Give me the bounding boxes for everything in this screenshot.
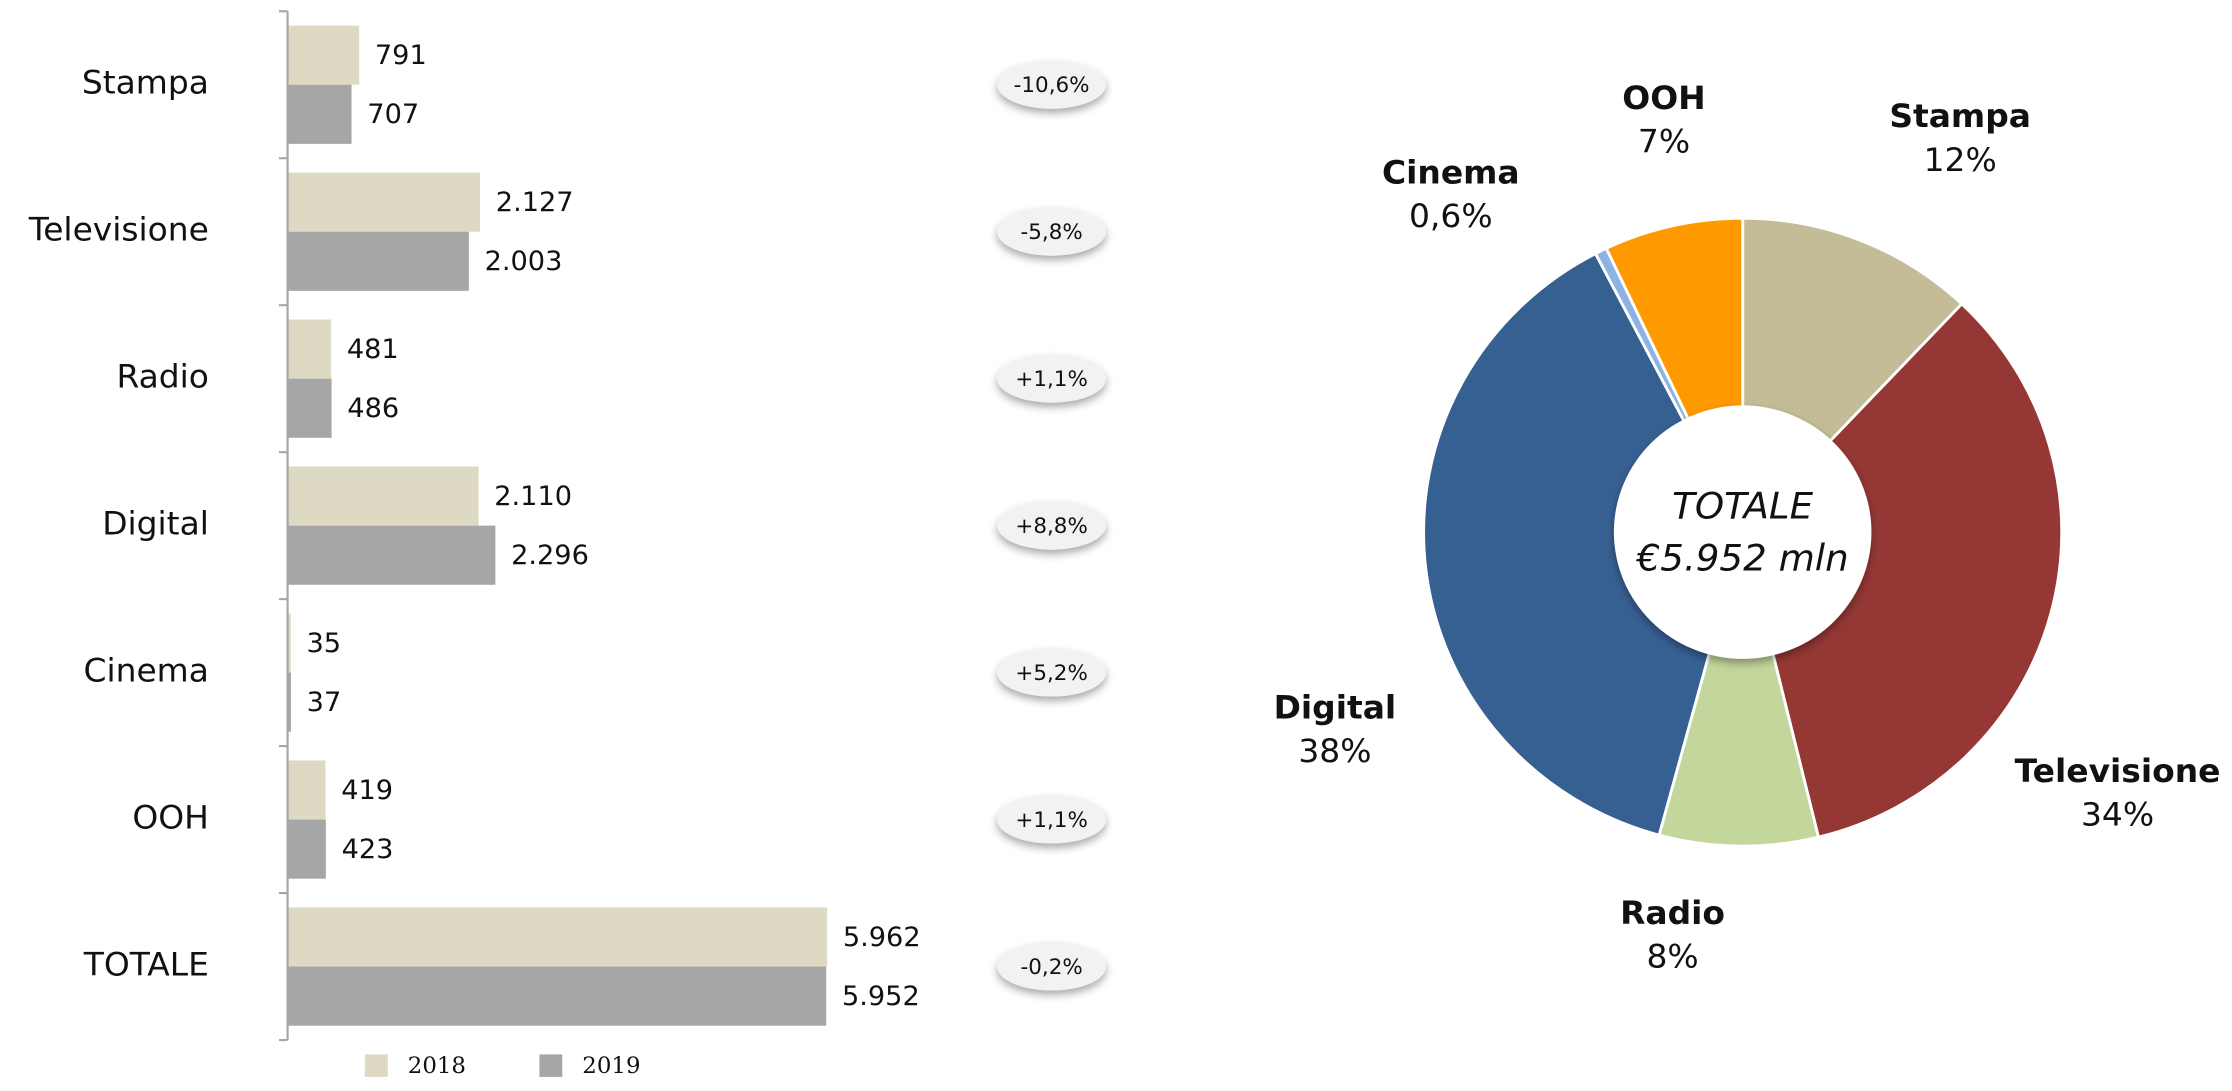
change-label: -0,2% bbox=[1021, 955, 1083, 980]
center-circle bbox=[1613, 405, 1872, 659]
slice-name: Digital bbox=[1274, 689, 1397, 727]
bar bbox=[287, 672, 291, 732]
slice-name: Televisione bbox=[2015, 752, 2221, 790]
value-label: 37 bbox=[307, 687, 342, 718]
slice-percent: 7% bbox=[1638, 123, 1690, 161]
value-label: 481 bbox=[347, 334, 399, 365]
value-label: 707 bbox=[367, 99, 419, 130]
pie-slice bbox=[1422, 251, 1745, 837]
change-label: +1,1% bbox=[1015, 367, 1087, 392]
value-label: 5.952 bbox=[842, 981, 920, 1012]
change-bubble bbox=[997, 648, 1106, 697]
change-label: -10,6% bbox=[1014, 73, 1090, 98]
change-label: +1,1% bbox=[1015, 808, 1087, 833]
change-bubble bbox=[997, 207, 1106, 256]
value-label: 2.003 bbox=[485, 246, 563, 277]
bar bbox=[287, 760, 326, 820]
value-label: 2.127 bbox=[496, 187, 574, 218]
bar bbox=[287, 819, 326, 879]
bar bbox=[287, 378, 332, 438]
slice-name: Cinema bbox=[1382, 154, 1520, 192]
value-label: 5.962 bbox=[843, 922, 921, 953]
slice-percent: 34% bbox=[2081, 796, 2154, 834]
legend-label: 2019 bbox=[582, 1053, 640, 1079]
category-label: Stampa bbox=[82, 64, 209, 102]
change-bubble bbox=[997, 795, 1106, 844]
bar bbox=[287, 525, 496, 585]
slice-percent: 12% bbox=[1924, 141, 1997, 179]
bar bbox=[287, 466, 479, 526]
category-label: TOTALE bbox=[83, 946, 209, 984]
legend-swatch bbox=[364, 1054, 388, 1077]
pie-slice bbox=[1741, 301, 2064, 839]
bar bbox=[287, 25, 360, 85]
change-bubble bbox=[997, 501, 1106, 550]
value-label: 35 bbox=[306, 628, 341, 659]
pie-slice bbox=[1657, 531, 1821, 848]
slice-name: Stampa bbox=[1889, 97, 2031, 135]
value-label: 791 bbox=[375, 40, 427, 71]
bar bbox=[287, 966, 827, 1026]
slice-percent: 0,6% bbox=[1409, 197, 1493, 235]
center-label: €5.952 mln bbox=[1636, 537, 1849, 580]
change-bubble bbox=[997, 354, 1106, 403]
legend-label: 2018 bbox=[408, 1053, 466, 1079]
bar bbox=[287, 84, 352, 144]
value-label: 419 bbox=[341, 775, 393, 806]
category-label: Televisione bbox=[28, 211, 209, 249]
bar bbox=[287, 907, 828, 967]
value-label: 2.296 bbox=[511, 540, 589, 571]
bar bbox=[287, 172, 481, 232]
slice-percent: 38% bbox=[1298, 732, 1371, 770]
slice-name: OOH bbox=[1622, 79, 1705, 117]
slice-name: Radio bbox=[1620, 894, 1725, 932]
change-label: +5,2% bbox=[1015, 661, 1087, 686]
value-label: 2.110 bbox=[494, 481, 572, 512]
bar bbox=[287, 319, 332, 379]
value-label: 423 bbox=[342, 834, 394, 865]
category-label: Radio bbox=[116, 358, 208, 396]
value-label: 486 bbox=[347, 393, 399, 424]
change-label: -5,8% bbox=[1021, 220, 1083, 245]
bar bbox=[287, 231, 469, 291]
center-label: TOTALE bbox=[1672, 485, 1814, 528]
slice-percent: 8% bbox=[1646, 938, 1698, 976]
change-bubble bbox=[997, 60, 1106, 109]
category-label: OOH bbox=[132, 799, 209, 837]
category-label: Cinema bbox=[84, 652, 209, 690]
change-label: +8,8% bbox=[1015, 514, 1087, 539]
bar bbox=[287, 613, 291, 673]
legend-swatch bbox=[539, 1054, 563, 1077]
category-label: Digital bbox=[102, 505, 209, 543]
change-bubble bbox=[997, 942, 1106, 991]
